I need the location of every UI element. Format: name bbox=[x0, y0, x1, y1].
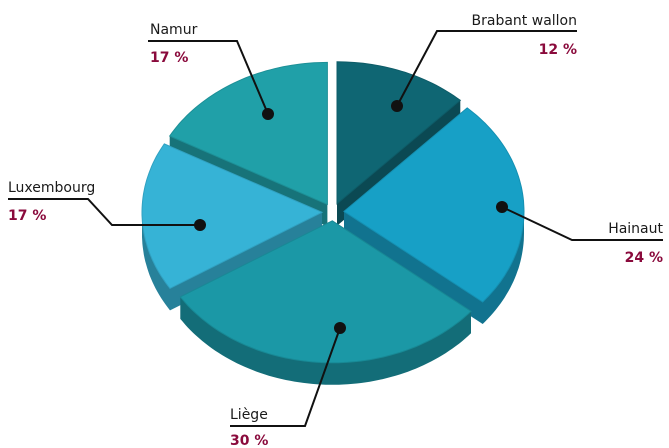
slice bbox=[336, 61, 462, 205]
leaders bbox=[8, 30, 663, 427]
value-label: 17 % bbox=[8, 208, 46, 224]
leader-dot bbox=[496, 201, 508, 213]
slice-label: Hainaut bbox=[608, 221, 663, 237]
leader-line bbox=[501, 206, 663, 241]
slice bbox=[141, 143, 324, 290]
leader-dot bbox=[334, 322, 346, 334]
leader-dot bbox=[194, 219, 206, 231]
slice-label: Namur bbox=[150, 22, 198, 38]
slice-label: Brabant wallon bbox=[472, 13, 577, 29]
slice-label: Liège bbox=[230, 407, 268, 423]
value-label: 30 % bbox=[230, 433, 268, 448]
leader-line bbox=[230, 327, 341, 427]
pie bbox=[141, 61, 525, 385]
value-label: 12 % bbox=[539, 42, 577, 58]
value-label: 24 % bbox=[625, 250, 663, 266]
leader-line bbox=[8, 198, 200, 226]
slice-label: Luxembourg bbox=[8, 180, 95, 196]
leader-dot bbox=[391, 100, 403, 112]
leader-line bbox=[396, 30, 577, 107]
slice bbox=[343, 107, 525, 303]
value-label: 17 % bbox=[150, 50, 188, 66]
leader-line bbox=[148, 40, 269, 115]
slice bbox=[179, 220, 472, 364]
slice bbox=[168, 61, 328, 206]
leader-dot bbox=[262, 108, 274, 120]
